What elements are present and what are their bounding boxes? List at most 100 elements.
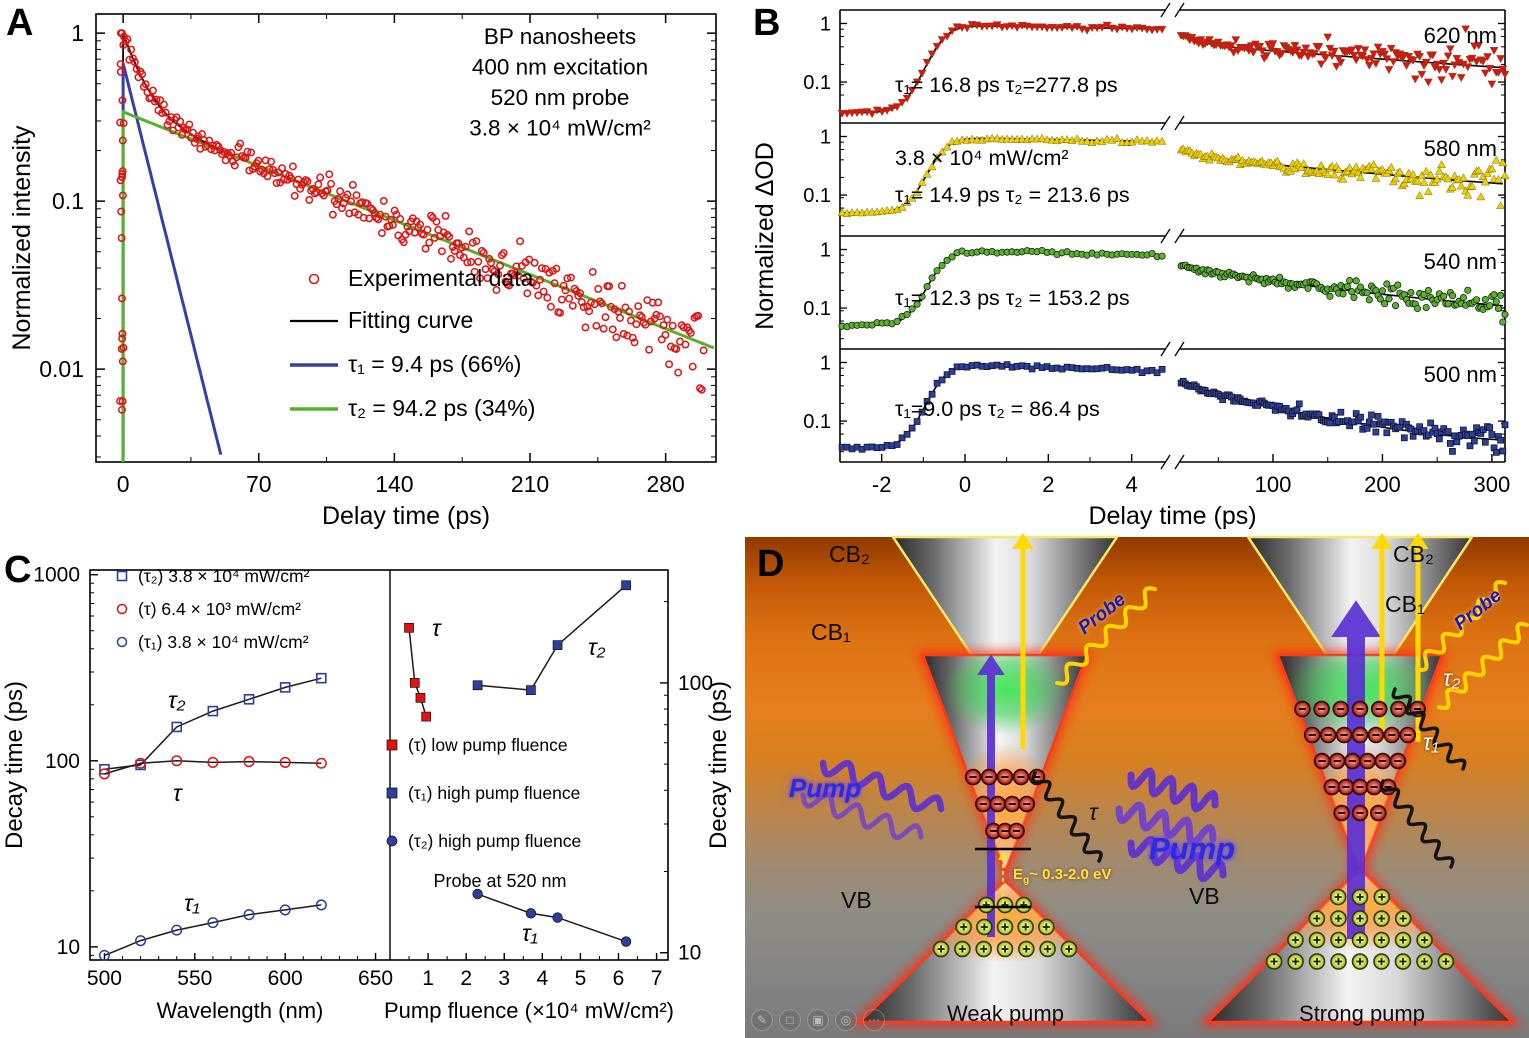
svg-text:100: 100 [678,672,713,695]
viewer-toolbar: ✎ □ ▣ ◎ ⋯ [751,1009,885,1031]
strong-pump-label: Pump [1149,831,1236,866]
strong-pump-caption: Strong pump [1299,1001,1425,1026]
viewer-tool-3-icon[interactable]: ◎ [835,1009,857,1031]
svg-text:70: 70 [246,471,272,497]
line-right-0 [408,627,427,717]
y-axis-label-left: Decay time (ps) [1,681,28,849]
svg-text:(τ₁) high pump fluence: (τ₁) high pump fluence [408,783,580,803]
curve-label: τ₂ [168,687,186,713]
probe-note: Probe at 520 nm [433,871,566,891]
curve-label: τ [173,780,183,806]
bandgap-sub: g [1023,875,1030,886]
svg-text:0.1: 0.1 [803,185,831,207]
plot-frame [89,569,669,961]
panel-b-chart: -2 0 2 4 100 200 300 1 0.1 620 nm τ₁= 16.8 ps τ₂=2… [751,2,1510,530]
tick-labels: 1 0.1 0.01 0 70 140 210 280 [39,20,685,497]
svg-text:650: 650 [358,967,393,990]
svg-text:2: 2 [460,967,472,990]
svg-text:5: 5 [575,967,587,990]
svg-text:210: 210 [511,471,549,497]
svg-text:7: 7 [651,967,663,990]
weak-cb2-label: CB₂ [829,541,870,567]
strong-pump-diagram-holes [1265,888,1455,970]
svg-text:1: 1 [422,967,434,990]
tau-annotation: 3.8 × 10⁴ mW/cm² [895,146,1069,170]
svg-text:1: 1 [820,239,831,261]
svg-text:1000: 1000 [33,564,80,587]
svg-text:520 nm probe: 520 nm probe [491,85,630,110]
svg-text:(τ) 6.4 × 10³ mW/cm²: (τ) 6.4 × 10³ mW/cm² [138,599,301,619]
svg-text:4: 4 [1126,472,1138,497]
series-right-0 [404,622,432,722]
weak-tau-label: τ [1089,799,1098,825]
tau-annotation: τ₁=9.0 ps τ₂ = 86.4 ps [895,397,1100,421]
panel-c: C 10 100 1000 100 10 500 550 600 650 1 2 3 4 5 6 7 (τ₂) … [0,537,745,1038]
strong-cb1-label: CB₁ [1385,591,1425,617]
strong-tau1-label: τ₁ [1423,729,1439,755]
viewer-tool-1-icon[interactable]: □ [779,1009,801,1031]
tau-annotation: τ₁= 12.3 ps τ₂ = 153.2 ps [895,286,1130,310]
svg-text:-2: -2 [872,472,892,497]
panel-b-label: B [753,2,781,44]
plot-frame [95,13,717,463]
y-axis-label: Normalized ΔOD [751,142,779,330]
svg-text:0.1: 0.1 [803,72,831,94]
weak-cb1-label: CB₁ [811,619,851,645]
axes [96,14,716,462]
x-axis-label: Delay time (ps) [1088,502,1256,530]
svg-text:3: 3 [498,967,510,990]
fit-line-2 [121,63,223,462]
series-right-2 [472,888,632,947]
experimental-scatter [116,29,708,414]
panel-a-legend: Experimental data Fitting curve τ₁ = 9.4 p… [290,265,535,421]
viewer-tool-2-icon[interactable]: ▣ [807,1009,829,1031]
series-right-1 [472,580,631,695]
svg-text:τ₁ = 9.4 ps (66%): τ₁ = 9.4 ps (66%) [348,351,521,377]
weak-pump-diagram-electrons [964,768,1046,840]
fit-line-3 [121,109,715,462]
curve-label: τ [432,615,442,641]
svg-text:600: 600 [268,967,303,990]
svg-text:4: 4 [536,967,548,990]
tau-annotation: τ₁= 14.9 ps τ₂ = 213.6 ps [895,183,1130,207]
wavelength-label: 500 nm [1424,362,1497,387]
svg-text:1: 1 [820,352,831,374]
svg-text:500: 500 [87,967,122,990]
panel-a-annotations: BP nanosheets 400 nm excitation 520 nm pro… [469,24,651,141]
viewer-tool-0-icon[interactable]: ✎ [751,1009,773,1031]
svg-text:1: 1 [820,126,831,148]
viewer-tool-4-icon[interactable]: ⋯ [863,1009,885,1031]
svg-text:(τ₂) 3.8 × 10⁴ mW/cm²: (τ₂) 3.8 × 10⁴ mW/cm² [138,566,310,586]
y-axis-label: Normalized intensity [8,125,36,351]
svg-text:6: 6 [613,967,625,990]
svg-text:1: 1 [71,20,84,46]
series-left-0 [99,672,327,775]
y-axis-label-right: Decay time (ps) [705,681,732,849]
weak-vb-label: VB [841,887,872,913]
panel-d-label: D [757,543,785,585]
svg-text:400 nm excitation: 400 nm excitation [472,55,648,80]
panel-d: D CB₂ CB₁ VB Pump Probe τ Eg~ 0.3-2.0 eV… [745,533,1529,1038]
svg-text:τ₂ = 94.2 ps (34%): τ₂ = 94.2 ps (34%) [348,395,535,421]
wavelength-label: 540 nm [1424,249,1497,274]
weak-pump-caption: Weak pump [947,1001,1064,1026]
svg-text:0.1: 0.1 [52,188,84,214]
x-axis-label: Delay time (ps) [322,502,490,530]
svg-text:0.01: 0.01 [39,356,84,382]
x-axis-label-left: Wavelength (nm) [157,998,324,1023]
svg-text:3.8 × 10⁴ mW/cm²: 3.8 × 10⁴ mW/cm² [469,116,651,141]
panel-a-chart: 1 0.1 0.01 0 70 140 210 280 Experimental data Fit… [8,13,717,530]
bandgap-label: Eg~ 0.3-2.0 eV [1013,867,1111,886]
panel-c-ticks: 10 100 1000 100 10 500 550 600 650 1 2 3 4 5 6 7 [33,564,713,990]
scatter-580nm [837,133,1510,217]
svg-text:(τ) low pump fluence: (τ) low pump fluence [408,735,568,755]
series-left-1 [98,755,327,780]
sub-panel-620nm: 1 0.1 620 nm τ₁= 16.8 ps τ₂=277.8 ps [803,13,1510,119]
tau-annotation: τ₁= 16.8 ps τ₂=277.8 ps [895,73,1118,97]
line-right-2 [477,893,627,943]
strong-vb-label: VB [1189,883,1220,909]
sub-panel-580nm: 1 0.1 580 nm 3.8 × 10⁴ mW/cm² τ₁= 14.9 ps τ₂… [803,126,1510,227]
wavelength-label: 620 nm [1424,23,1497,48]
scatter-620nm [837,21,1510,119]
curve-label: τ₂ [588,634,606,660]
